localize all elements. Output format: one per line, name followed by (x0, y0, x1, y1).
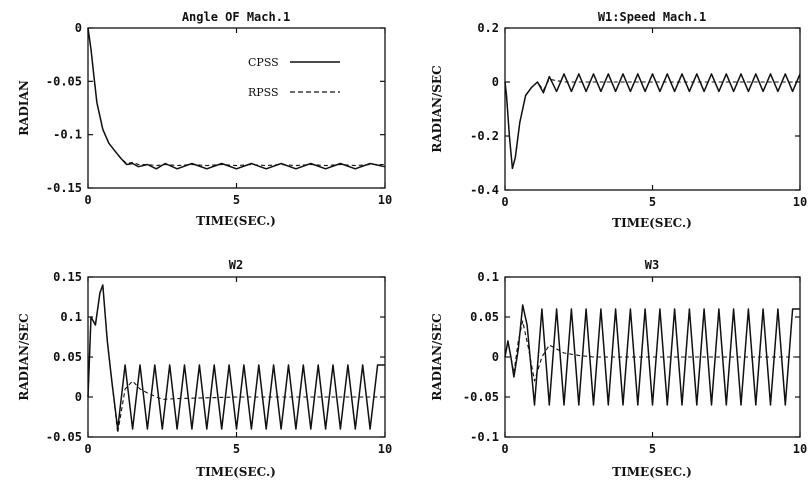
y-tick-label: -0.4 (470, 183, 499, 197)
y-tick-label: 0 (492, 75, 499, 89)
x-tick-label: 5 (649, 195, 656, 209)
y-tick-label: 0 (75, 390, 82, 404)
x-tick-label: 0 (84, 442, 91, 456)
y-tick-label: -0.2 (470, 129, 499, 143)
x-tick-label: 0 (501, 442, 508, 456)
y-tick-label: -0.05 (463, 390, 499, 404)
series-line-cpss (504, 304, 800, 406)
legend-label-rpss: RPSS (248, 86, 279, 99)
x-tick-label: 10 (793, 195, 807, 209)
y-axis-label: RADIAN/SEC (430, 65, 444, 152)
y-axis-label: RADIAN/SEC (17, 313, 31, 400)
legend: CPSS RPSS (248, 56, 340, 99)
y-tick-label: 0 (75, 21, 82, 35)
series-line-rpss (87, 27, 385, 167)
y-tick-label: -0.15 (46, 181, 82, 195)
subplot-angle-mach1: Angle OF Mach.1 RADIAN TIME(SEC.) CPSS R… (17, 10, 392, 228)
subplot-w2: W2 RADIAN/SEC TIME(SEC.) 0 5 10 0.15 0.1 0.05… (17, 258, 392, 479)
y-tick-label: -0.05 (46, 74, 82, 88)
x-axis-label: TIME(SEC.) (196, 465, 276, 479)
x-tick-label: 10 (793, 442, 807, 456)
y-tick-label: 0.1 (477, 270, 499, 284)
y-tick-label: -0.1 (470, 430, 499, 444)
x-tick-label: 10 (378, 193, 392, 207)
subplot-w3: W3 RADIAN/SEC TIME(SEC.) 0 5 100.10.050-0.… (430, 258, 807, 479)
plot-title: W3 (645, 258, 659, 272)
x-tick-label: 5 (649, 442, 656, 456)
y-axis-label: RADIAN/SEC (430, 313, 444, 400)
x-tick-label: 0 (501, 195, 508, 209)
x-tick-label: 0 (84, 193, 91, 207)
y-tick-label: 0.05 (470, 310, 499, 324)
series-line-rpss (504, 78, 800, 169)
series-line-cpss (87, 27, 386, 170)
subplot-w1-speed-mach1: W1:Speed Mach.1 RADIAN/SEC TIME(SEC.) 0 5… (430, 10, 807, 230)
x-axis-label: TIME(SEC.) (196, 214, 276, 228)
y-tick-label: 0 (492, 350, 499, 364)
y-tick-label: 0.2 (477, 21, 499, 35)
y-tick-label: -0.05 (46, 430, 82, 444)
x-tick-label: 5 (233, 442, 240, 456)
plot-frame (504, 276, 801, 438)
series-line-cpss (504, 73, 801, 170)
series-line-cpss (87, 284, 385, 430)
y-tick-label: 0.05 (53, 350, 82, 364)
x-tick-label: 5 (233, 193, 240, 207)
x-tick-label: 10 (378, 442, 392, 456)
y-axis-label: RADIAN (17, 80, 31, 136)
x-axis-label: TIME(SEC.) (612, 465, 692, 479)
x-axis-label: TIME(SEC.) (612, 216, 692, 230)
plot-title: Angle OF Mach.1 (182, 10, 290, 24)
y-tick-label: 0.1 (60, 310, 82, 324)
plot-title: W1:Speed Mach.1 (598, 10, 706, 24)
plot-frame (504, 27, 801, 191)
plot-title: W2 (229, 258, 243, 272)
y-tick-label: -0.1 (53, 128, 82, 142)
series-line-rpss (87, 284, 385, 434)
y-tick-label: 0.15 (53, 270, 82, 284)
legend-label-cpss: CPSS (248, 56, 279, 69)
plot-frame (87, 276, 386, 438)
series-line-rpss (504, 320, 800, 382)
